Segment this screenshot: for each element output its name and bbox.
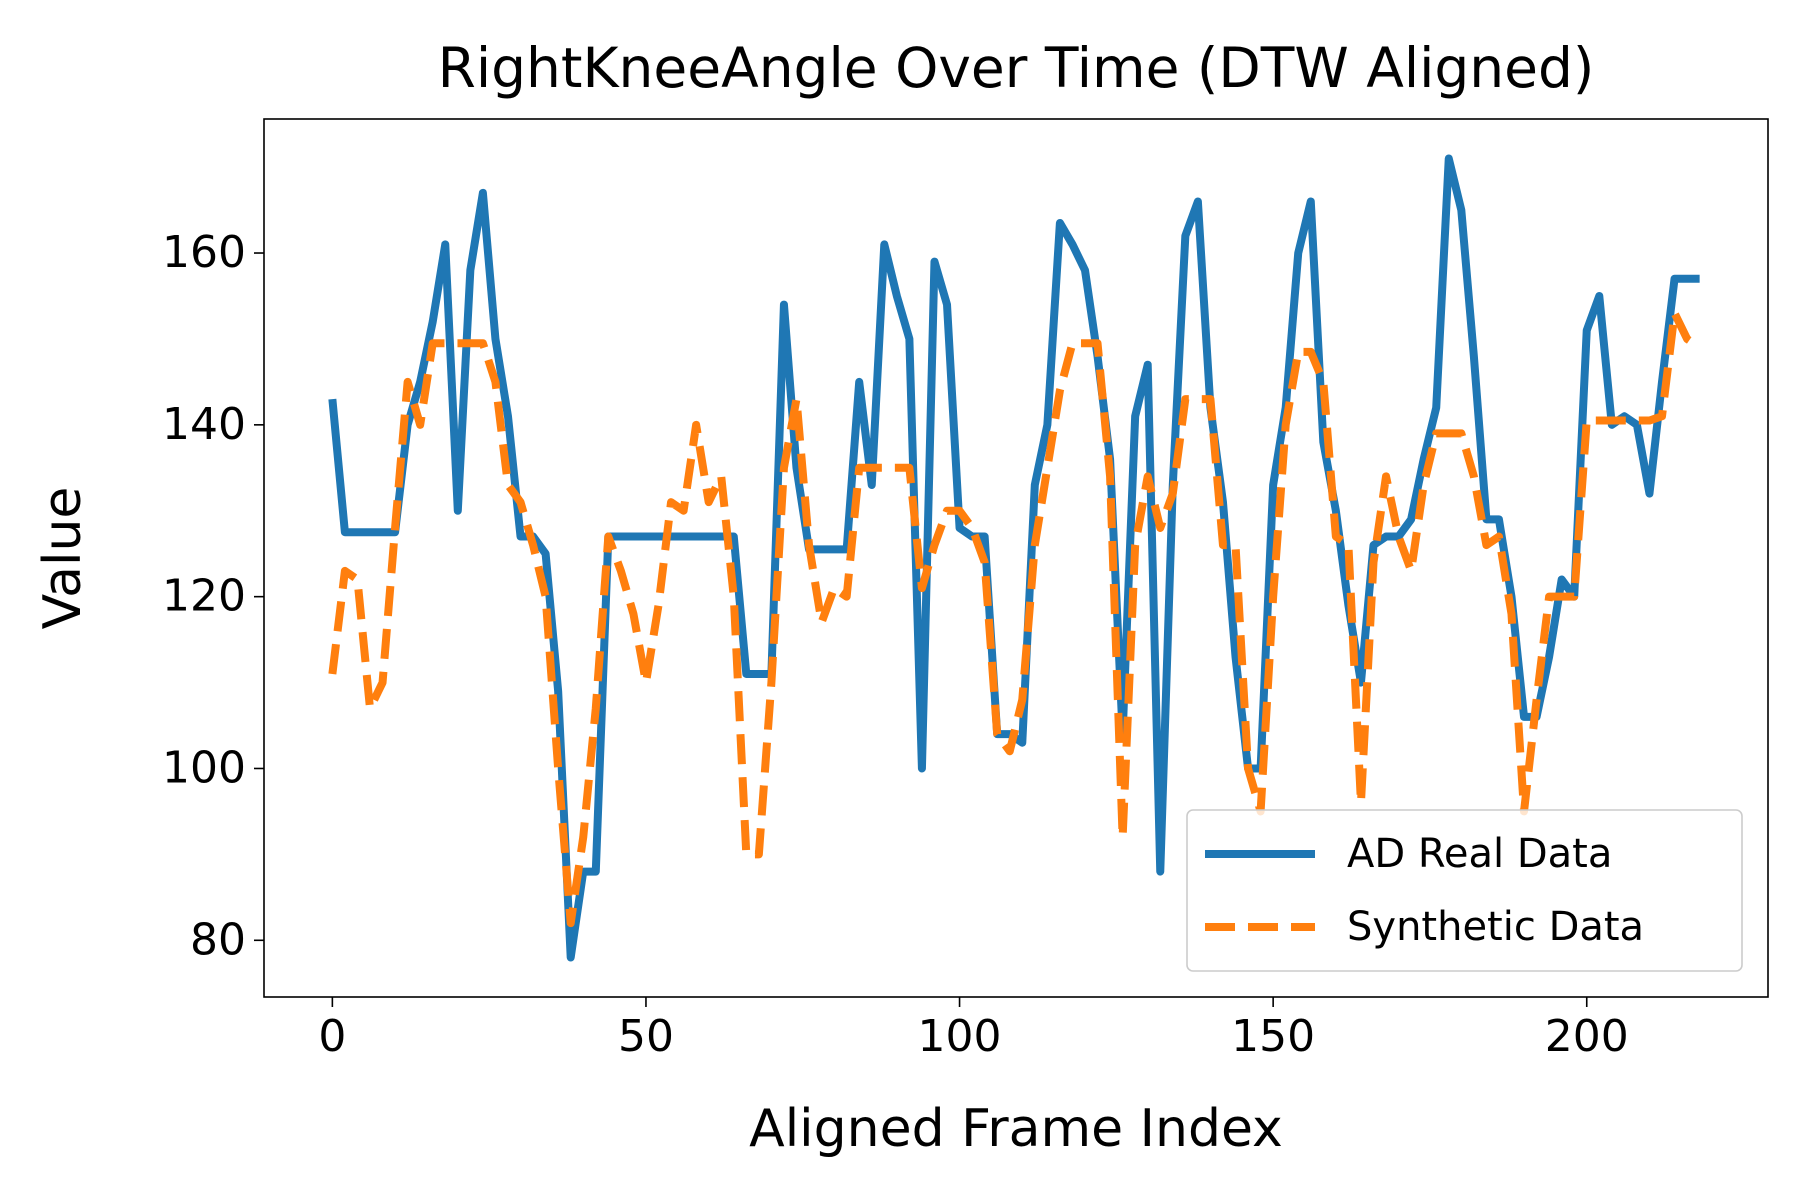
legend-box (1186, 809, 1743, 972)
x-tick-label: 150 (1231, 1011, 1315, 1062)
legend-label: AD Real Data (1347, 831, 1612, 877)
line-series (328, 309, 1702, 928)
y-tick-label: 100 (162, 742, 246, 793)
x-tick-label: 200 (1545, 1011, 1629, 1062)
x-tick-label: 100 (918, 1011, 1002, 1062)
x-axis-label: Aligned Frame Index (749, 1099, 1283, 1159)
y-tick-label: 80 (190, 914, 246, 965)
legend-label: Synthetic Data (1347, 904, 1644, 950)
chart-title: RightKneeAngle Over Time (DTW Aligned) (438, 36, 1595, 100)
x-tick-label: 50 (618, 1011, 674, 1062)
x-tick-label: 0 (318, 1011, 346, 1062)
y-tick-label: 160 (162, 227, 246, 278)
y-tick-label: 120 (162, 571, 246, 622)
y-tick-label: 140 (162, 399, 246, 450)
plot-frame (263, 118, 1769, 998)
y-axis-label: Value (33, 487, 93, 630)
